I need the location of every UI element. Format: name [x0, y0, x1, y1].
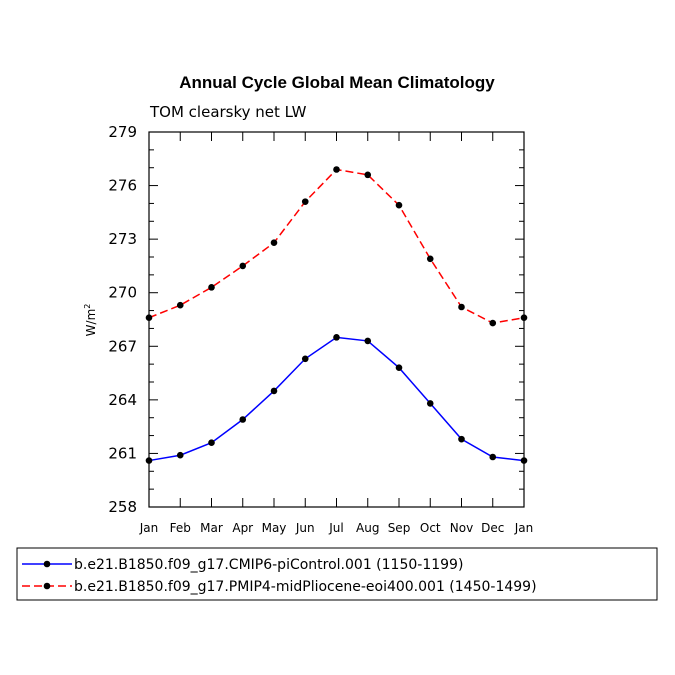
- y-axis-ticks: [149, 131, 524, 508]
- series-0-point: [458, 435, 465, 443]
- series-0-point: [489, 453, 497, 461]
- legend-label-1: b.e21.B1850.f09_g17.PMIP4-midPliocene-eo…: [74, 579, 537, 595]
- plot-frame: [148, 131, 525, 508]
- y-axis-label: W/m2: [83, 304, 98, 337]
- x-tick-label: Nov: [450, 521, 473, 535]
- y-tick-label: 270: [108, 284, 137, 302]
- x-axis-ticks: [148, 132, 525, 507]
- y-tick-label: 273: [108, 230, 137, 248]
- series-1-point: [301, 198, 309, 205]
- series-1-point: [489, 319, 497, 327]
- y-tick-label: 258: [108, 498, 137, 516]
- series-line-0: [148, 336, 525, 462]
- series-0-point: [239, 416, 247, 423]
- x-tick-label: Feb: [170, 521, 191, 535]
- series-0-point: [176, 451, 184, 459]
- series-0-point: [208, 439, 215, 447]
- legend-box: [16, 547, 658, 601]
- x-tick-label: Mar: [200, 521, 223, 535]
- x-tick-label: Dec: [481, 521, 504, 535]
- series-1-point: [395, 201, 403, 209]
- x-tick-label: May: [262, 521, 287, 535]
- x-tick-label: Jun: [295, 521, 315, 535]
- series-0-point: [520, 457, 528, 464]
- legend: b.e21.B1850.f09_g17.CMIP6-piControl.001 …: [22, 557, 537, 595]
- x-tick-label: Sep: [388, 521, 411, 535]
- series-layer: [145, 166, 528, 464]
- series-1-point: [426, 255, 434, 263]
- y-tick-label: 279: [108, 123, 137, 141]
- series-0-point: [301, 355, 309, 363]
- series-0-point: [364, 337, 372, 345]
- legend-marker-1: [43, 582, 51, 590]
- x-tick-label: Aug: [356, 521, 379, 535]
- y-tick-label: 267: [108, 337, 137, 355]
- series-1-point: [520, 314, 528, 322]
- series-1-point: [458, 303, 465, 311]
- y-tick-label: 264: [108, 391, 137, 409]
- chart-subtitle: TOM clearsky net LW: [149, 103, 307, 121]
- chart-title: Annual Cycle Global Mean Climatology: [179, 73, 495, 92]
- series-0-point: [270, 387, 278, 395]
- y-axis-labels: 258 261 264 267 270 273 276 279: [108, 123, 137, 516]
- y-tick-label: 261: [108, 444, 137, 462]
- series-0-point: [333, 334, 340, 341]
- series-0-point: [145, 457, 153, 464]
- x-tick-label: Oct: [420, 521, 441, 535]
- series-1-point: [270, 239, 278, 247]
- series-0-point: [426, 400, 434, 407]
- x-tick-label: Jul: [328, 521, 343, 535]
- series-1-point: [176, 301, 184, 309]
- series-1-point: [364, 171, 372, 179]
- legend-label-0: b.e21.B1850.f09_g17.CMIP6-piControl.001 …: [74, 557, 463, 573]
- y-tick-label: 276: [108, 177, 137, 195]
- series-1-point: [239, 262, 247, 270]
- series-0-point: [395, 364, 403, 372]
- x-axis-labels: Jan Feb Mar Apr May Jun Jul Aug Sep Oct Nov Dec Jan: [139, 521, 534, 535]
- series-line-1: [148, 168, 525, 324]
- legend-marker-0: [43, 560, 51, 568]
- x-tick-label: Jan: [514, 521, 534, 535]
- series-1-point: [333, 166, 340, 173]
- x-tick-label: Jan: [139, 521, 159, 535]
- x-tick-label: Apr: [232, 521, 253, 535]
- series-1-point: [145, 314, 153, 322]
- series-1-point: [208, 284, 215, 291]
